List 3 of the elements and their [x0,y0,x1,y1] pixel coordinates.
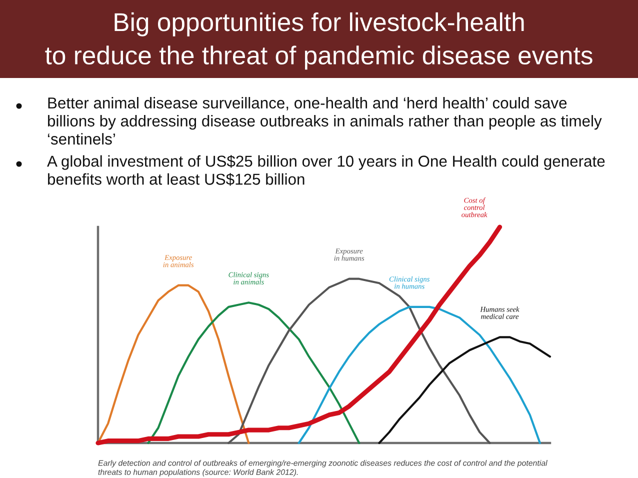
chart-title: Big opportunities for livestock-health to reduce the threat of pandemic disease events [45,12,592,70]
text: A global investment of US$25 billion over 10 years in One Health could generate benefits worth at least US$125 billion [47,155,605,186]
text: Better animal disease surveillance, one-health and ‘herd health’ could save billions by addressing disease outbreaks in animals rather than people as timely ‘sentinels’ [48,97,602,145]
